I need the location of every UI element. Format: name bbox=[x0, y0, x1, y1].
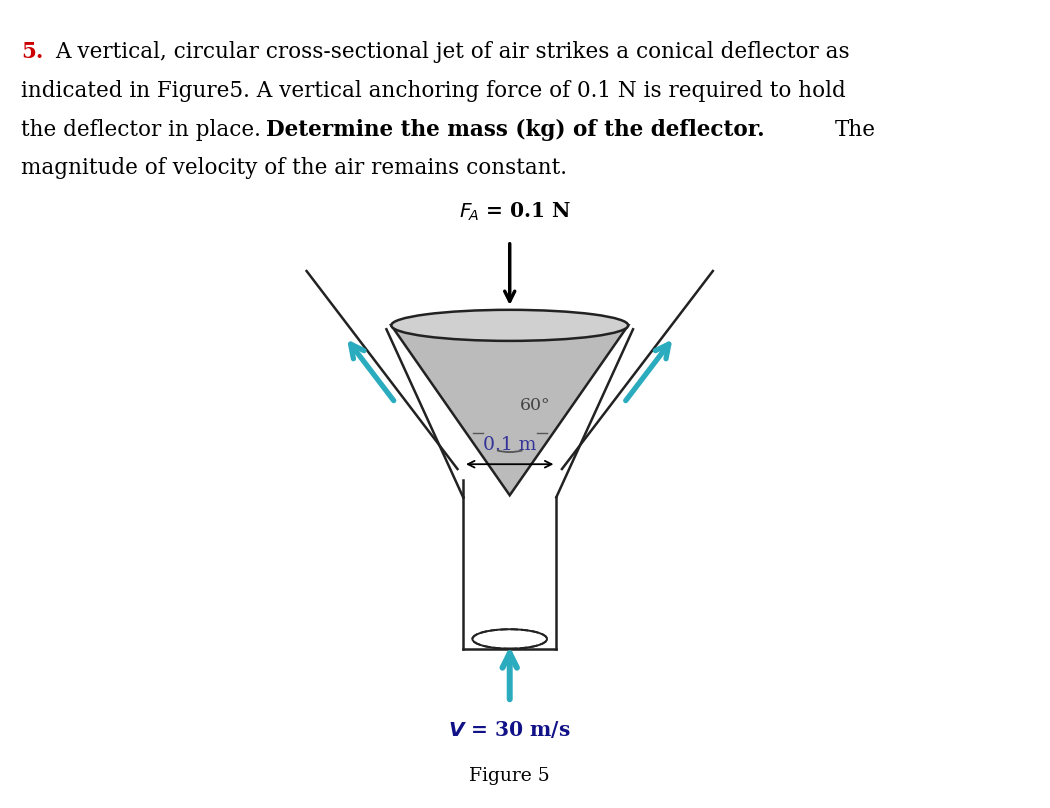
Text: $\mathit{F}_{\!\mathit{A}}$ = 0.1 N: $\mathit{F}_{\!\mathit{A}}$ = 0.1 N bbox=[459, 201, 570, 224]
Text: $\bfit{V}$ = 30 m/s: $\bfit{V}$ = 30 m/s bbox=[448, 718, 571, 739]
Text: A vertical, circular cross-sectional jet of air strikes a conical deflector as: A vertical, circular cross-sectional jet… bbox=[56, 41, 849, 63]
Text: 5.: 5. bbox=[21, 41, 44, 63]
Text: the deflector in place.: the deflector in place. bbox=[21, 119, 268, 141]
Text: Determine the mass (kg) of the deflector.: Determine the mass (kg) of the deflector… bbox=[266, 119, 764, 141]
Text: The: The bbox=[835, 119, 876, 141]
Ellipse shape bbox=[392, 309, 628, 341]
Text: 60°: 60° bbox=[520, 397, 550, 414]
Text: Figure 5: Figure 5 bbox=[469, 767, 550, 785]
Polygon shape bbox=[392, 326, 628, 495]
Text: indicated in Figure5. A vertical anchoring force of 0.1 N is required to hold: indicated in Figure5. A vertical anchori… bbox=[21, 80, 846, 102]
Text: magnitude of velocity of the air remains constant.: magnitude of velocity of the air remains… bbox=[21, 158, 567, 179]
Text: 0.1 m: 0.1 m bbox=[483, 436, 537, 454]
